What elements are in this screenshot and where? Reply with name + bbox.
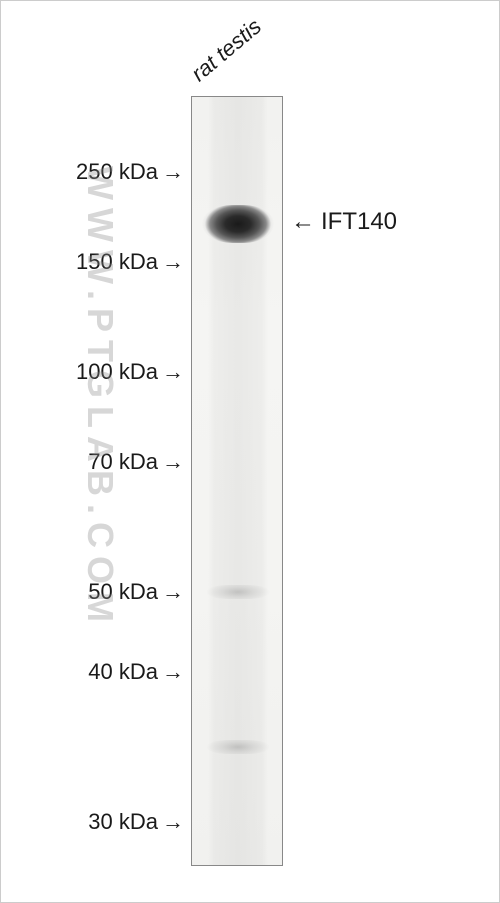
band-annotation-ift140: ←IFT140	[291, 208, 397, 236]
mw-marker-text: 50 kDa	[88, 579, 158, 604]
arrow-right-icon: →	[162, 809, 184, 835]
mw-marker-100: 100 kDa→	[76, 359, 184, 385]
arrow-left-icon: ←	[291, 208, 315, 236]
mw-marker-text: 30 kDa	[88, 809, 158, 834]
blot-membrane	[191, 96, 283, 866]
mw-marker-40: 40 kDa→	[88, 659, 184, 685]
mw-marker-text: 70 kDa	[88, 449, 158, 474]
arrow-right-icon: →	[162, 359, 184, 385]
mw-marker-150: 150 kDa→	[76, 249, 184, 275]
mw-marker-text: 250 kDa	[76, 159, 158, 184]
arrow-right-icon: →	[162, 659, 184, 685]
arrow-right-icon: →	[162, 249, 184, 275]
faint-band-2	[206, 740, 270, 754]
lane-label: rat testis	[186, 14, 266, 87]
mw-marker-text: 150 kDa	[76, 249, 158, 274]
mw-marker-30: 30 kDa→	[88, 809, 184, 835]
mw-marker-250: 250 kDa→	[76, 159, 184, 185]
watermark-text: WWW.PTGLAB.COM	[79, 166, 121, 630]
arrow-right-icon: →	[162, 449, 184, 475]
band-annotation-text: IFT140	[321, 208, 397, 235]
arrow-right-icon: →	[162, 159, 184, 185]
mw-marker-text: 40 kDa	[88, 659, 158, 684]
mw-marker-text: 100 kDa	[76, 359, 158, 384]
faint-band-1	[206, 585, 270, 599]
western-blot-figure: rat testis 250 kDa→ 150 kDa→ 100 kDa→ 70…	[0, 0, 500, 903]
mw-marker-50: 50 kDa→	[88, 579, 184, 605]
mw-marker-70: 70 kDa→	[88, 449, 184, 475]
arrow-right-icon: →	[162, 579, 184, 605]
protein-band-ift140	[202, 205, 274, 243]
